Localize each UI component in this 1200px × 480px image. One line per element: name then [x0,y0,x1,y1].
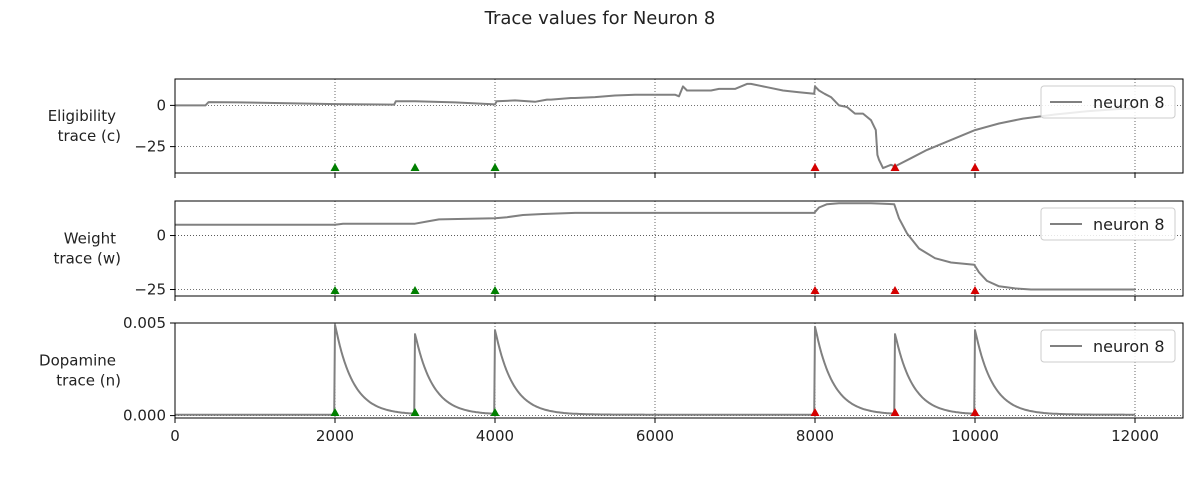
axes-frame [174,322,1184,419]
legend: neuron 8 [1040,329,1176,363]
x-tick-label: 8000 [796,427,834,445]
reward-marker [490,408,500,416]
punish-marker [970,286,980,294]
y-tick-label: 0 [156,227,166,245]
x-tick-label: 6000 [636,427,674,445]
series-line-neuron-8 [175,82,1136,170]
y-axis-label-line: trace (w) [54,250,121,268]
y-tick-label: 0.000 [123,407,166,425]
x-tick-label: 0 [170,427,180,445]
legend-label: neuron 8 [1093,337,1165,356]
punish-marker [810,163,820,171]
reward-marker [330,408,340,416]
legend: neuron 8 [1040,85,1176,119]
reward-marker [330,163,340,171]
reward-marker [330,286,340,294]
y-axis-label-line: trace (c) [58,127,121,145]
x-tick-label: 4000 [476,427,514,445]
y-axis-label-line: Dopamine [39,352,116,370]
axes-frame [174,200,1184,297]
series-line-neuron-8 [175,323,1135,416]
legend: neuron 8 [1040,207,1176,241]
punish-marker [810,286,820,294]
x-tick-label: 10000 [951,427,999,445]
y-tick-label: −25 [134,281,166,299]
punish-marker [890,408,900,416]
reward-marker [410,408,420,416]
weight-trace-panel: 0 −25 Weight trace (w) neuron 8 [54,200,1184,301]
reward-marker [490,286,500,294]
punish-marker [890,163,900,171]
punish-marker [970,163,980,171]
y-axis-label: Weight trace (w) [54,230,121,268]
y-axis-label-line: Eligibility [48,107,116,125]
x-tick-label: 2000 [316,427,354,445]
y-axis-label-line: trace (n) [56,372,121,390]
legend-label: neuron 8 [1093,93,1165,112]
y-tick-label: 0.005 [123,314,166,332]
y-tick-label: 0 [156,96,166,114]
eligibility-trace-panel: 0 −25 Eligibility trace (c) neuron 8 [48,78,1184,178]
legend-box [1040,207,1176,241]
series-line-neuron-8 [175,202,1135,291]
reward-marker [410,163,420,171]
figure-title: Trace values for Neuron 8 [484,8,716,29]
legend-box [1040,329,1176,363]
dopamine-trace-panel: 0.005 0.0000 2000 4000 6000 8000 10000 12000 Dop… [39,314,1184,445]
reward-marker [410,286,420,294]
punish-marker [890,286,900,294]
y-axis-label: Eligibility trace (c) [48,107,121,145]
reward-marker [490,163,500,171]
punish-marker [970,408,980,416]
axes-frame [174,78,1184,174]
y-tick-label: −25 [134,138,166,156]
y-axis-label-line: Weight [64,230,116,248]
legend-box [1040,85,1176,119]
x-tick-label: 12000 [1111,427,1159,445]
legend-label: neuron 8 [1093,215,1165,234]
y-axis-label: Dopamine trace (n) [39,352,121,390]
punish-marker [810,408,820,416]
